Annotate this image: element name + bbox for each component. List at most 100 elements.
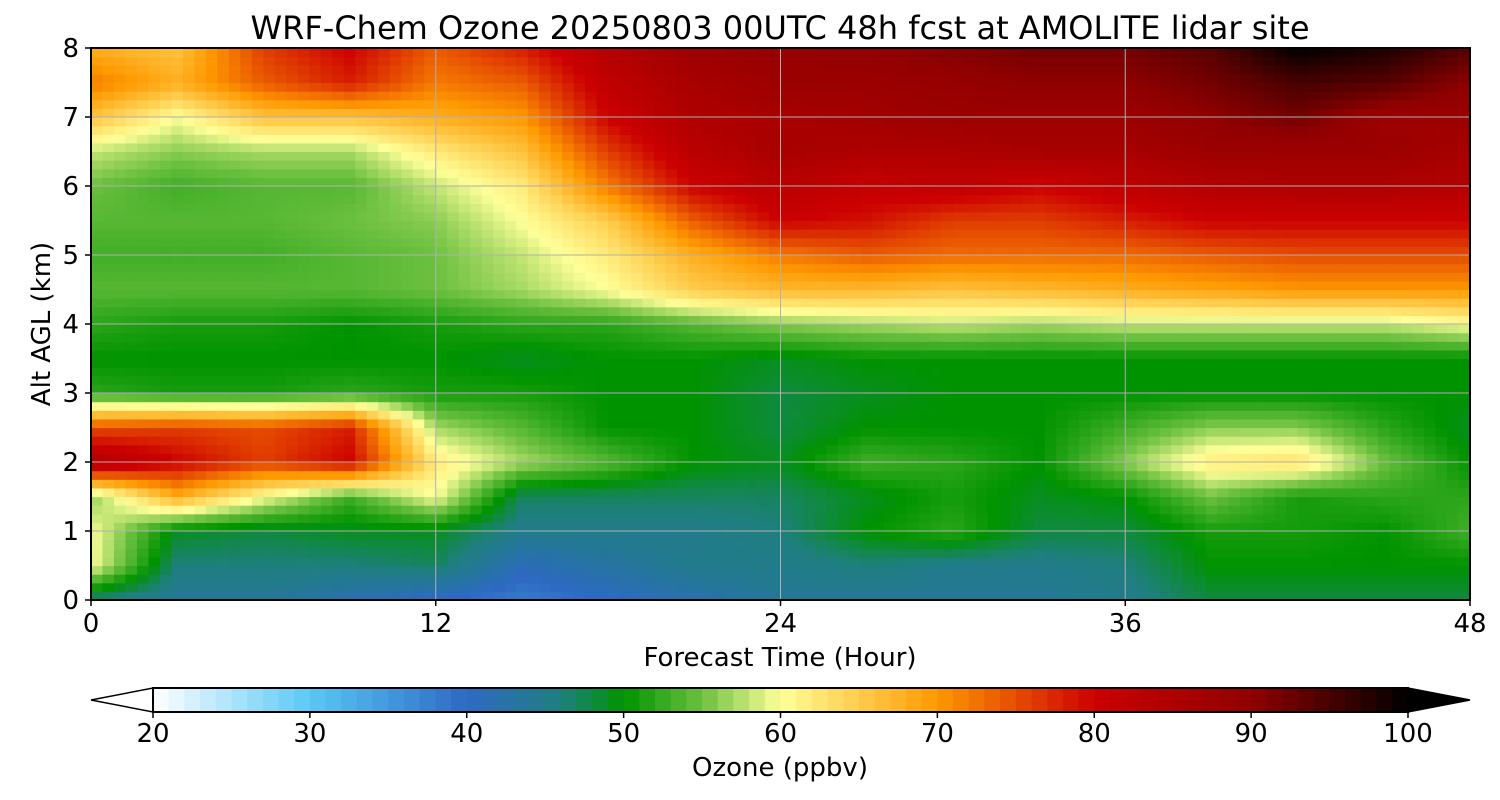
- heatmap-cell: [332, 289, 345, 299]
- heatmap-cell: [320, 211, 333, 222]
- heatmap-cell: [677, 48, 690, 58]
- heatmap-cell: [700, 186, 713, 196]
- heatmap-cell: [849, 367, 862, 377]
- heatmap-cell: [711, 82, 724, 92]
- heatmap-cell: [711, 99, 724, 109]
- heatmap-cell: [447, 513, 460, 523]
- heatmap-cell: [654, 556, 667, 567]
- heatmap-cell: [596, 513, 609, 523]
- heatmap-cell: [631, 125, 644, 135]
- heatmap-cell: [952, 48, 965, 58]
- heatmap-cell: [516, 513, 529, 523]
- heatmap-cell: [355, 125, 368, 135]
- heatmap-cell: [125, 65, 138, 75]
- heatmap-cell: [274, 565, 287, 575]
- heatmap-cell: [964, 315, 977, 325]
- heatmap-cell: [171, 539, 184, 549]
- heatmap-cell: [389, 108, 402, 118]
- heatmap-cell: [286, 272, 299, 282]
- heatmap-cell: [837, 125, 851, 135]
- heatmap-cell: [470, 220, 483, 230]
- heatmap-cell: [654, 548, 667, 558]
- heatmap-cell: [470, 505, 483, 515]
- heatmap-cell: [309, 99, 322, 109]
- heatmap-cell: [723, 315, 736, 325]
- heatmap-cell: [102, 125, 115, 135]
- heatmap-cell: [941, 565, 954, 575]
- heatmap-cell: [516, 565, 529, 575]
- heatmap-cell: [860, 65, 874, 75]
- heatmap-cell: [883, 48, 897, 58]
- heatmap-cell: [780, 108, 793, 118]
- heatmap-cell: [860, 487, 874, 498]
- heatmap-cell: [527, 229, 540, 239]
- heatmap-cell: [458, 151, 471, 161]
- heatmap-cell: [895, 548, 908, 558]
- heatmap-cell: [401, 505, 414, 515]
- heatmap-cell: [102, 255, 115, 265]
- heatmap-cell: [608, 487, 621, 498]
- heatmap-cell: [389, 375, 402, 385]
- heatmap-cell: [883, 99, 897, 109]
- heatmap-cell: [91, 246, 104, 256]
- heatmap-cell: [320, 496, 333, 506]
- heatmap-cell: [665, 151, 678, 161]
- heatmap-cell: [113, 272, 127, 282]
- heatmap-cell: [826, 324, 839, 334]
- heatmap-cell: [389, 565, 402, 575]
- heatmap-cell: [504, 82, 517, 92]
- heatmap-cell: [389, 246, 402, 256]
- heatmap-cell: [194, 375, 207, 385]
- heatmap-cell: [113, 565, 127, 575]
- heatmap-cell: [975, 56, 988, 66]
- heatmap-cell: [251, 505, 264, 515]
- heatmap-cell: [883, 401, 897, 411]
- heatmap-cell: [769, 263, 782, 273]
- heatmap-cell: [412, 324, 425, 334]
- heatmap-cell: [366, 65, 379, 75]
- heatmap-cell: [320, 367, 333, 377]
- heatmap-cell: [769, 211, 782, 222]
- heatmap-cell: [527, 99, 540, 109]
- heatmap-cell: [550, 99, 563, 109]
- heatmap-cell: [251, 367, 264, 377]
- heatmap-cell: [217, 306, 230, 316]
- heatmap-cell: [975, 73, 988, 84]
- heatmap-cell: [297, 306, 310, 316]
- heatmap-cell: [458, 513, 471, 523]
- heatmap-cell: [906, 496, 919, 506]
- heatmap-cell: [918, 211, 931, 222]
- heatmap-cell: [159, 513, 173, 523]
- heatmap-cell: [194, 393, 207, 403]
- heatmap-cell: [711, 375, 724, 385]
- heatmap-cell: [102, 453, 115, 463]
- heatmap-cell: [826, 263, 839, 273]
- heatmap-cell: [941, 48, 954, 58]
- heatmap-cell: [952, 142, 965, 153]
- heatmap-cell: [757, 142, 770, 153]
- heatmap-cell: [435, 73, 448, 84]
- heatmap-cell: [228, 186, 241, 196]
- heatmap-cell: [171, 332, 184, 342]
- heatmap-cell: [251, 186, 264, 196]
- heatmap-cell: [297, 367, 310, 377]
- heatmap-cell: [872, 531, 885, 541]
- heatmap-cell: [757, 470, 770, 480]
- heatmap-cell: [688, 289, 701, 299]
- heatmap-cell: [562, 349, 575, 360]
- heatmap-cell: [217, 324, 230, 334]
- heatmap-cell: [746, 332, 759, 342]
- heatmap-cell: [562, 393, 575, 403]
- heatmap-cell: [837, 142, 851, 153]
- heatmap-cell: [929, 531, 942, 541]
- heatmap-cell: [562, 91, 575, 101]
- heatmap-cell: [378, 349, 391, 360]
- heatmap-cell: [780, 531, 793, 541]
- heatmap-cell: [642, 324, 655, 334]
- heatmap-cell: [320, 298, 333, 308]
- heatmap-cell: [263, 384, 276, 394]
- heatmap-cell: [470, 186, 483, 196]
- heatmap-cell: [458, 289, 471, 299]
- heatmap-cell: [378, 462, 391, 472]
- heatmap-cell: [539, 341, 552, 351]
